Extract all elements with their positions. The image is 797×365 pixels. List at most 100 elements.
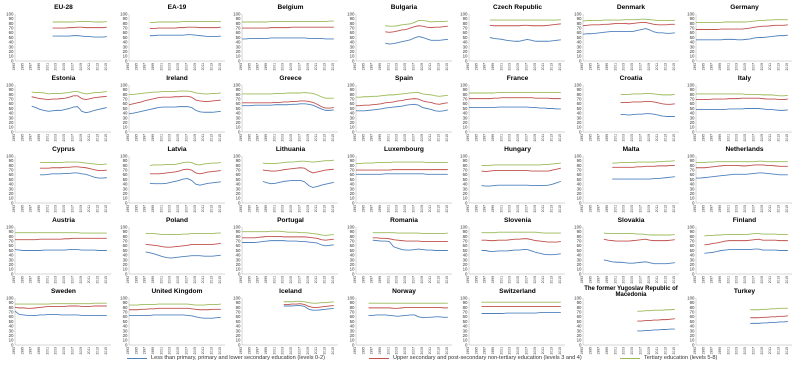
y-tick-label: 90	[122, 158, 127, 163]
series-line-mid	[15, 237, 107, 241]
x-tick-label: 1999	[718, 205, 722, 213]
x-tick-label: 2007	[638, 63, 642, 71]
x-tick-label: 2003	[621, 134, 625, 142]
x-tick-label: 1993	[580, 347, 584, 355]
panel-united-kingdom: 0 10 20 30 40 50 60 70 80 90 100 1993 1995 1997 1999 20…	[115, 288, 228, 359]
x-tick-label: 1999	[491, 134, 495, 142]
y-tick-label: 10	[349, 125, 354, 130]
y-tick-label: 50	[576, 35, 581, 40]
y-tick-label: 100	[687, 153, 695, 158]
series-line-low	[489, 37, 561, 42]
x-tick-label: 2003	[508, 63, 512, 71]
x-tick-label: 1997	[483, 63, 487, 71]
panel-norway: 0 10 20 30 40 50 60 70 80 90 100 1993 1995 1997 1999 20…	[342, 288, 455, 359]
panel-title: Italy	[737, 75, 752, 82]
y-tick-label: 90	[236, 300, 241, 305]
panel-the-former-yugoslav-republic-of-macedonia: 0 10 20 30 40 50 60 70 80 90 100 1993 1995 1997 1999 20…	[569, 286, 682, 359]
y-tick-label: 40	[463, 324, 468, 329]
y-tick-label: 20	[463, 262, 468, 267]
y-tick-label: 70	[122, 26, 127, 31]
y-tick-label: 40	[349, 253, 354, 258]
y-tick-label: 70	[236, 97, 241, 102]
x-tick-label: 2013	[436, 276, 440, 284]
x-tick-label: 2009	[306, 134, 310, 142]
x-tick-label: 1999	[378, 276, 382, 284]
y-tick-label: 0	[692, 342, 695, 347]
x-tick-label: 2013	[209, 134, 213, 142]
x-tick-label: 2003	[508, 205, 512, 213]
y-tick-label: 10	[9, 125, 14, 130]
y-tick-label: 50	[690, 248, 695, 253]
y-tick-label: 60	[463, 30, 468, 35]
series-line-high	[696, 19, 788, 23]
y-tick-label: 90	[122, 16, 127, 21]
x-tick-label: 2013	[322, 63, 326, 71]
y-tick-label: 90	[690, 158, 695, 163]
y-tick-label: 100	[574, 153, 582, 158]
x-tick-label: 2011	[314, 276, 318, 283]
x-tick-label: 2003	[621, 276, 625, 284]
panel-sweden: 0 10 20 30 40 50 60 70 80 90 100 1993 1995 1997 1999 20…	[1, 288, 114, 359]
y-tick-label: 20	[463, 49, 468, 54]
panel-title: Greece	[279, 75, 302, 82]
x-tick-label: 1993	[353, 134, 357, 142]
x-tick-label: 1997	[29, 347, 33, 355]
y-tick-label: 80	[236, 234, 241, 239]
y-tick-label: 0	[579, 129, 582, 134]
legend-item-high-education: Tertiary education (levels 5-8)	[620, 353, 717, 363]
x-tick-label: 2001	[272, 347, 276, 355]
x-tick-label: 1993	[353, 276, 357, 284]
x-tick-label: 2007	[297, 276, 301, 284]
y-tick-label: 80	[576, 92, 581, 97]
series-line-low	[696, 34, 788, 41]
y-tick-label: 90	[690, 16, 695, 21]
y-tick-label: 10	[349, 267, 354, 272]
y-tick-label: 0	[238, 342, 241, 347]
series-line-high	[481, 231, 561, 234]
x-tick-label: 2011	[655, 276, 659, 283]
y-tick-label: 80	[236, 305, 241, 310]
panel-netherlands: 0 10 20 30 40 50 60 70 80 90 100 1993 1995 1997 1999 20…	[682, 146, 795, 217]
series-line-low	[128, 106, 221, 115]
y-tick-label: 40	[349, 324, 354, 329]
panel-title: Norway	[392, 288, 416, 295]
y-tick-label: 0	[352, 271, 355, 276]
y-tick-label: 80	[576, 21, 581, 26]
x-tick-label: 2013	[663, 63, 667, 71]
y-tick-label: 50	[122, 106, 127, 111]
x-tick-label: 2001	[45, 347, 49, 355]
x-tick-label: 2011	[201, 134, 205, 141]
x-tick-label: 2009	[646, 205, 650, 213]
y-tick-label: 10	[463, 338, 468, 343]
y-tick-label: 30	[690, 44, 695, 49]
x-tick-label: 2013	[95, 276, 99, 284]
x-tick-label: 1999	[605, 134, 609, 142]
x-tick-label: 2015	[558, 63, 562, 71]
panel-title: Turkey	[733, 288, 756, 295]
y-tick-label: 100	[347, 11, 355, 16]
y-tick-label: 70	[236, 168, 241, 173]
x-tick-label: 1999	[378, 347, 382, 355]
x-tick-label: 1999	[37, 347, 41, 355]
x-tick-label: 2013	[322, 347, 326, 355]
x-tick-label: 1993	[126, 63, 130, 71]
panel-title: Denmark	[616, 4, 646, 11]
series-line-mid	[469, 97, 561, 100]
series-line-mid	[262, 167, 334, 174]
x-tick-label: 2013	[776, 276, 780, 284]
y-tick-label: 0	[692, 271, 695, 276]
x-tick-label: 1993	[12, 63, 16, 71]
y-tick-label: 60	[236, 314, 241, 319]
x-tick-label: 1995	[361, 205, 365, 213]
x-tick-label: 2015	[104, 63, 108, 71]
y-tick-label: 40	[122, 253, 127, 258]
x-tick-label: 2009	[192, 63, 196, 71]
x-tick-label: 2003	[394, 63, 398, 71]
y-tick-label: 30	[463, 115, 468, 120]
